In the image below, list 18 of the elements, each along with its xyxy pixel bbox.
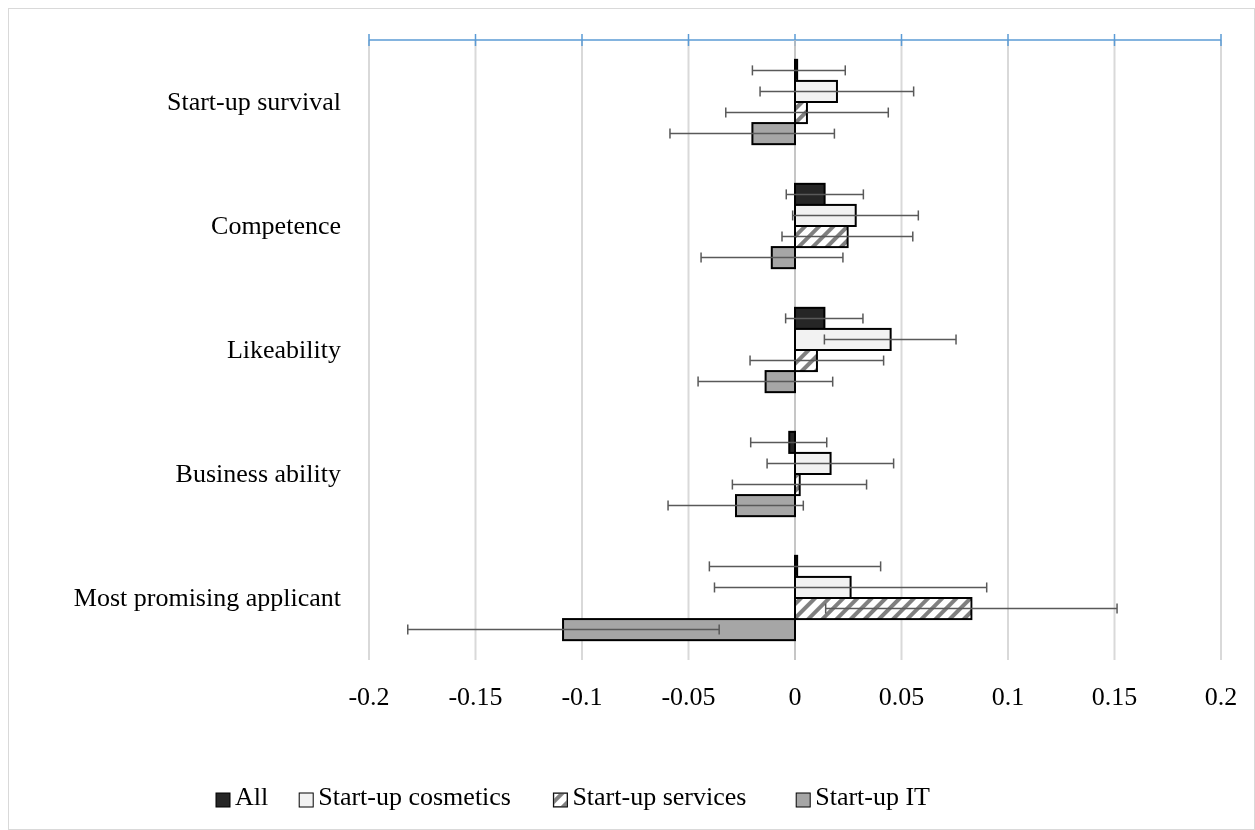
x-tick-label: -0.15 [448, 682, 503, 711]
x-tick-label: 0.1 [991, 682, 1025, 711]
y-tick-label: Likeability [226, 335, 341, 364]
legend-label: All [235, 782, 269, 811]
y-tick-label: Business ability [175, 459, 341, 488]
x-tick-label: 0 [788, 682, 802, 711]
x-tick-label: -0.05 [661, 682, 716, 711]
legend-label: Start-up cosmetics [318, 782, 511, 811]
y-tick-label: Start-up survival [166, 87, 341, 116]
y-tick-label: Competence [211, 211, 341, 240]
x-tick-label: 0.15 [1091, 682, 1138, 711]
x-tick-label: -0.1 [561, 682, 603, 711]
x-tick-label: 0.2 [1204, 682, 1238, 711]
x-tick-label: 0.05 [878, 682, 925, 711]
x-tick-label: -0.2 [348, 682, 390, 711]
y-tick-label: Most promising applicant [73, 583, 342, 612]
legend-label: Start-up IT [815, 782, 931, 811]
legend-label: Start-up services [572, 782, 747, 811]
